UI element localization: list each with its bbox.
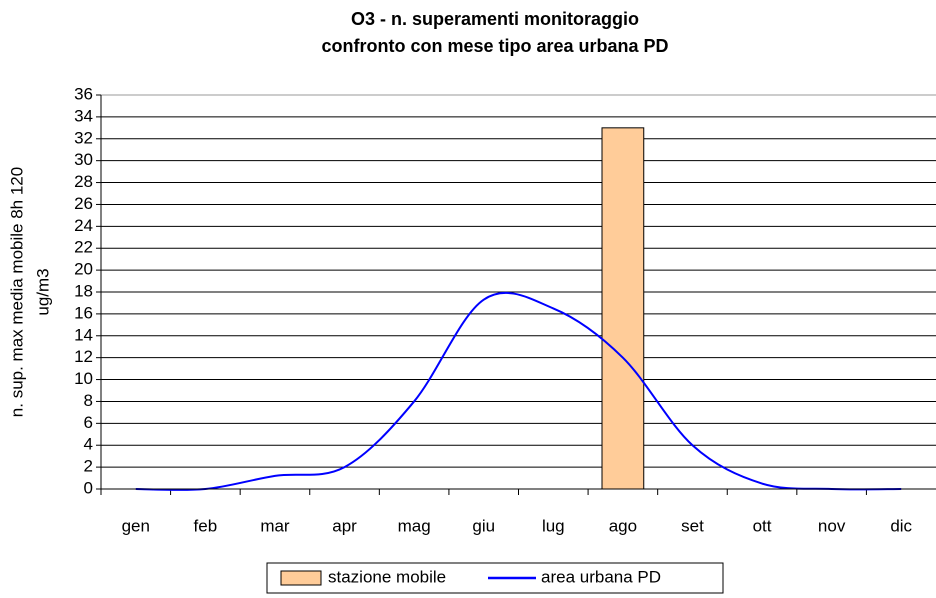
y-tick-label: 32 [74,128,93,147]
y-tick-label: 20 [74,260,93,279]
y-tick-label: 16 [74,303,93,322]
y-axis-label: n. sup. max media mobile 8h 120 [7,167,26,417]
x-tick-label: nov [818,516,846,535]
y-tick-label: 36 [74,84,93,103]
x-tick-label: gen [122,516,150,535]
y-tick-label: 18 [74,281,93,300]
y-tick-label: 12 [74,347,93,366]
x-tick-label: ago [609,516,637,535]
legend-label: area urbana PD [541,567,661,586]
bar [601,127,645,490]
y-tick-label: 14 [74,325,93,344]
x-tick-label: giu [472,516,495,535]
chart-title: confronto con mese tipo area urbana PD [321,36,668,56]
x-tick-label: lug [542,516,565,535]
chart-title: O3 - n. superamenti monitoraggio [351,9,639,29]
y-tick-label: 34 [74,106,93,125]
legend-swatch [280,570,322,586]
x-tick-label: ott [753,516,772,535]
y-tick-label: 30 [74,150,93,169]
legend-label: stazione mobile [328,567,446,586]
x-tick-label: feb [194,516,218,535]
y-tick-label: 4 [84,435,93,454]
y-tick-label: 22 [74,238,93,257]
y-tick-label: 24 [74,216,93,235]
y-axis-label: ug/m3 [33,268,52,315]
y-tick-label: 26 [74,194,93,213]
x-tick-label: mar [260,516,290,535]
x-tick-label: apr [332,516,357,535]
x-tick-label: mag [398,516,431,535]
y-tick-label: 10 [74,369,93,388]
y-tick-label: 0 [84,478,93,497]
y-tick-label: 6 [84,413,93,432]
y-tick-label: 28 [74,172,93,191]
y-tick-label: 2 [84,457,93,476]
line [135,291,902,491]
y-tick-label: 8 [84,391,93,410]
x-tick-label: set [681,516,704,535]
x-tick-label: dic [890,516,912,535]
